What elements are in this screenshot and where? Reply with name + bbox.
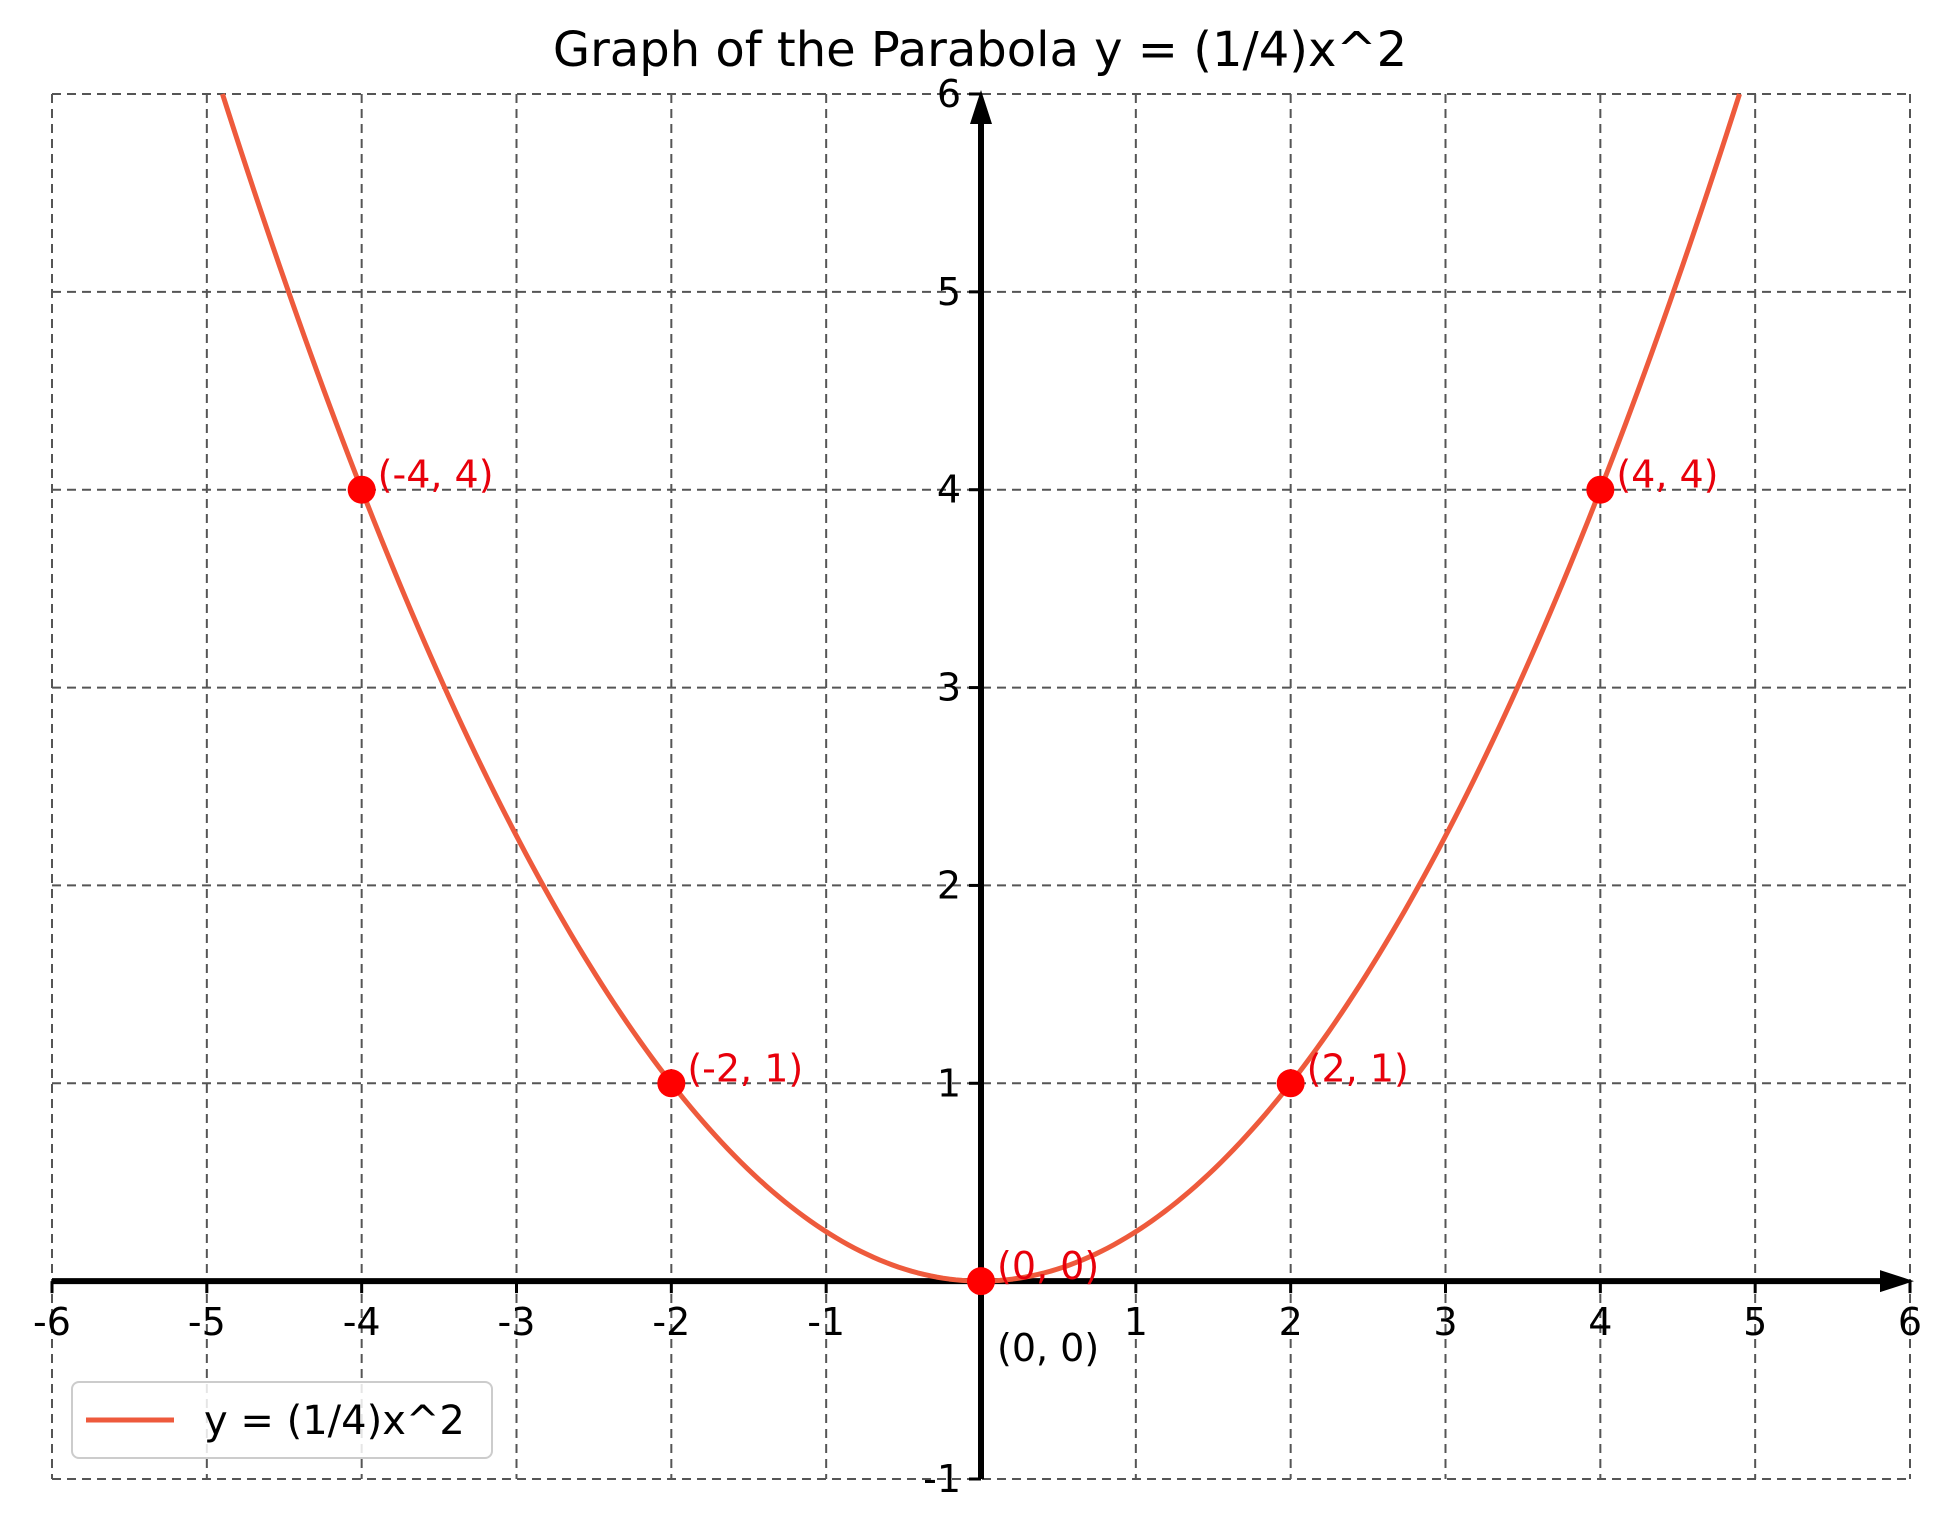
data-point-label: (4, 4) xyxy=(1616,453,1718,497)
x-tick-label: 2 xyxy=(1279,1300,1303,1344)
x-tick-label: -3 xyxy=(498,1300,536,1344)
data-point-label: (0, 0) xyxy=(997,1244,1099,1288)
x-tick-label: 3 xyxy=(1433,1300,1457,1344)
y-tick-label: 6 xyxy=(937,72,961,116)
x-tick-label: -2 xyxy=(652,1300,690,1344)
data-point xyxy=(1276,1069,1305,1098)
data-point-label: (2, 1) xyxy=(1307,1046,1409,1090)
x-tick-label: -5 xyxy=(188,1300,226,1344)
x-tick-label: -6 xyxy=(33,1300,71,1344)
x-tick-label: -4 xyxy=(343,1300,381,1344)
x-tick-label: 5 xyxy=(1743,1300,1767,1344)
tick-labels: -6 -5 -4 -3 -2 -1 1 2 3 4 5 6 -1 1 2 3 4 5 6 xyxy=(33,72,1922,1501)
legend-label: y = (1/4)x^2 xyxy=(204,1398,465,1444)
legend: y = (1/4)x^2 xyxy=(71,1381,493,1459)
x-tick-label: 6 xyxy=(1898,1300,1922,1344)
y-axis-arrowhead xyxy=(970,90,992,124)
y-tick-label: 3 xyxy=(937,666,961,710)
data-point-label: (-4, 4) xyxy=(378,453,494,497)
data-point xyxy=(347,475,376,504)
chart-title: Graph of the Parabola y = (1/4)x^2 xyxy=(553,22,1407,78)
legend-box xyxy=(71,1381,493,1459)
data-point xyxy=(967,1267,995,1296)
data-point xyxy=(657,1069,686,1098)
data-point xyxy=(1586,475,1615,504)
x-tick-label: 1 xyxy=(1124,1300,1148,1344)
y-tick-label: 5 xyxy=(937,270,961,314)
y-tick-label: -1 xyxy=(923,1457,961,1501)
y-tick-label: 4 xyxy=(937,468,961,512)
data-points: (-4, 4) (-2, 1) (0, 0) (2, 1) (4, 4) (0, 0) xyxy=(347,453,1719,1370)
origin-annotation: (0, 0) xyxy=(997,1326,1099,1370)
y-tick-label: 1 xyxy=(937,1061,961,1105)
x-tick-label: -1 xyxy=(807,1300,845,1344)
x-tick-label: 4 xyxy=(1588,1300,1612,1344)
y-tick-label: 2 xyxy=(937,863,961,907)
data-point-label: (-2, 1) xyxy=(687,1046,803,1090)
x-axis-arrowhead xyxy=(1880,1270,1914,1293)
